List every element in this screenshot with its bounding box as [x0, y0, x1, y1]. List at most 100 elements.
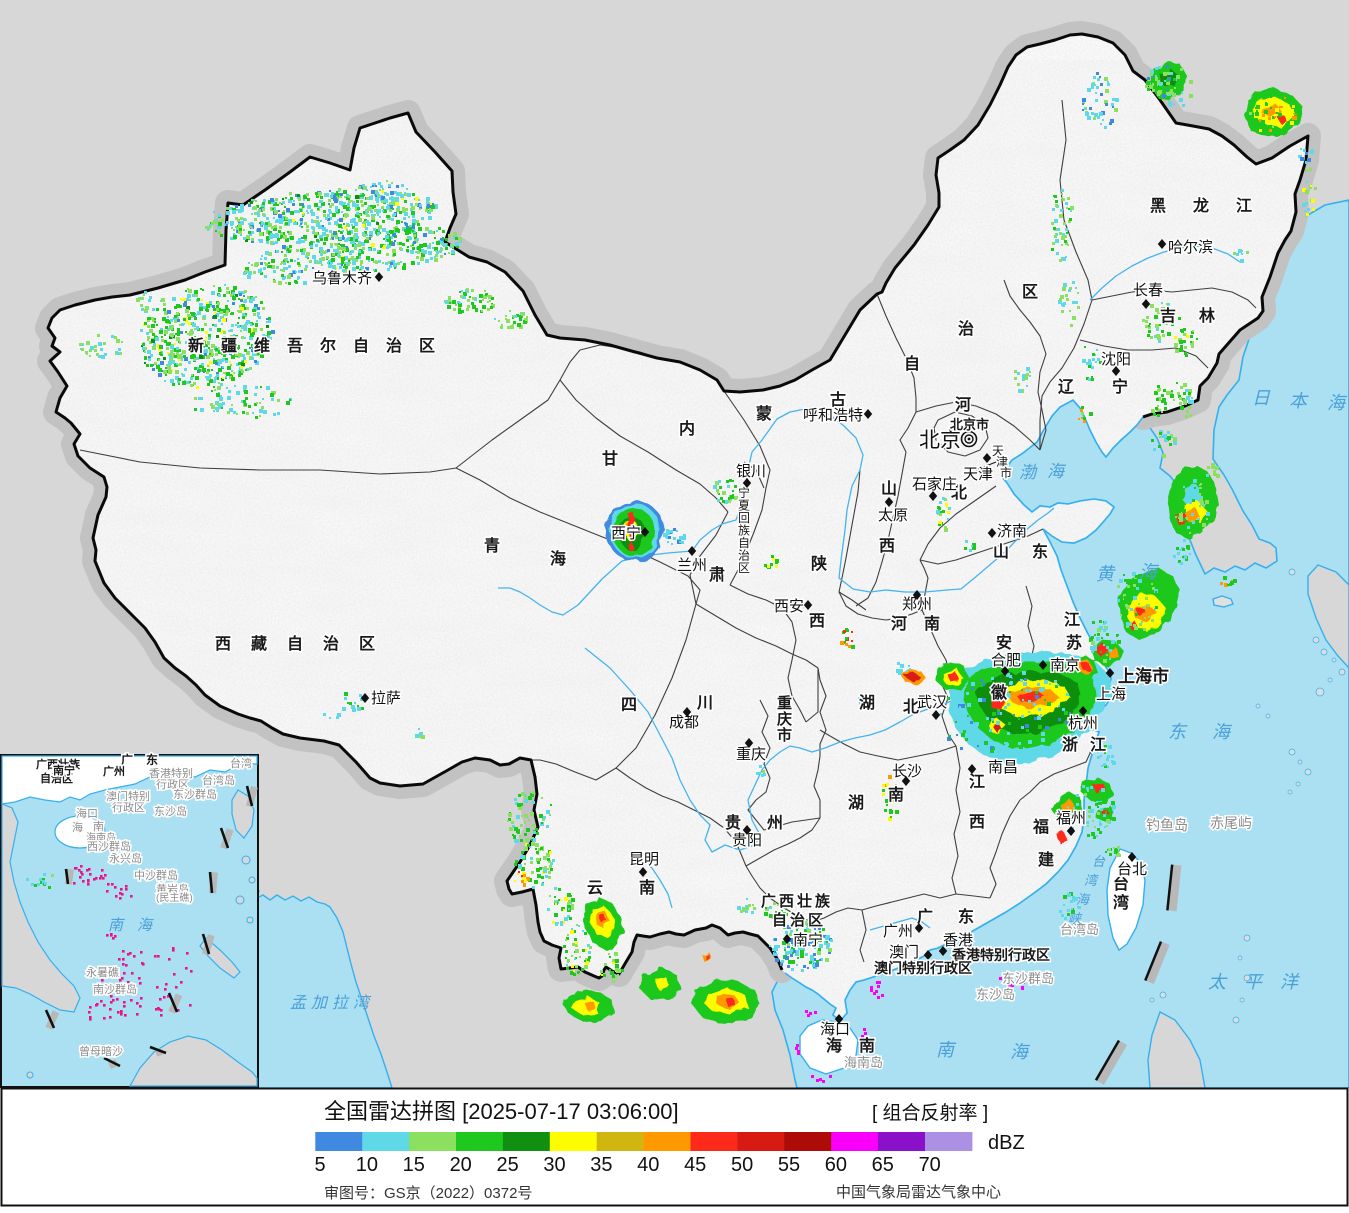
svg-text:海: 海: [1327, 393, 1348, 413]
svg-text:南京: 南京: [1050, 657, 1080, 674]
svg-text:广州: 广州: [103, 764, 125, 778]
svg-text:上海: 上海: [1096, 686, 1126, 703]
svg-text:东沙群岛: 东沙群岛: [173, 787, 217, 801]
svg-text:区: 区: [738, 561, 750, 575]
svg-text:贵阳: 贵阳: [732, 832, 762, 849]
svg-text:治: 治: [738, 549, 750, 563]
svg-text:广: 广: [121, 752, 133, 767]
svg-text:重庆: 重庆: [736, 746, 766, 763]
svg-text:甘: 甘: [602, 450, 618, 468]
svg-text:澳门特别: 澳门特别: [106, 789, 150, 803]
svg-text:南沙群岛: 南沙群岛: [93, 982, 137, 996]
svg-text:西: 西: [969, 813, 985, 831]
svg-text:钓鱼岛: 钓鱼岛: [1146, 817, 1188, 833]
svg-text:青: 青: [484, 536, 500, 555]
svg-text:乌鲁木齐: 乌鲁木齐: [312, 270, 372, 287]
svg-text:dBZ: dBZ: [988, 1132, 1025, 1154]
svg-text:15: 15: [403, 1154, 425, 1176]
svg-text:昆明: 昆明: [629, 851, 659, 868]
svg-text:南昌: 南昌: [988, 759, 1018, 776]
svg-text:30: 30: [543, 1154, 565, 1176]
svg-text:湾: 湾: [1084, 873, 1099, 888]
svg-text:天: 天: [992, 444, 1004, 458]
svg-text:孟加拉湾: 孟加拉湾: [290, 994, 374, 1012]
svg-text:福州: 福州: [1056, 810, 1086, 827]
svg-text:35: 35: [590, 1154, 612, 1176]
svg-text:蒙: 蒙: [756, 404, 772, 423]
svg-text:(民主礁): (民主礁): [156, 891, 193, 904]
svg-text:渤: 渤: [1019, 463, 1038, 482]
svg-text:北京市: 北京市: [950, 417, 989, 432]
svg-text:沈阳: 沈阳: [1101, 351, 1131, 368]
svg-text:兰州: 兰州: [677, 557, 707, 574]
svg-text:日: 日: [1252, 388, 1271, 408]
svg-text:族: 族: [738, 524, 750, 538]
svg-text:台湾岛: 台湾岛: [202, 773, 235, 787]
svg-text:东沙岛: 东沙岛: [154, 804, 187, 818]
svg-text:宁: 宁: [738, 485, 750, 500]
svg-text:海南岛: 海南岛: [86, 831, 116, 844]
svg-text:郑州: 郑州: [902, 596, 932, 613]
svg-text:平: 平: [1244, 972, 1264, 992]
svg-text:黄岩岛: 黄岩岛: [156, 882, 189, 896]
svg-text:重: 重: [777, 694, 792, 712]
svg-text:南宁: 南宁: [793, 932, 823, 949]
svg-text:洋: 洋: [1280, 972, 1300, 992]
svg-text:曾母暗沙: 曾母暗沙: [79, 1044, 123, 1058]
svg-text:海: 海: [1212, 722, 1233, 742]
svg-text:广东: 广东: [917, 907, 999, 926]
svg-text:香港: 香港: [943, 932, 973, 949]
svg-text:澳门: 澳门: [889, 944, 919, 961]
svg-text:治: 治: [958, 319, 974, 338]
svg-text:太原: 太原: [878, 507, 908, 524]
svg-text:西安: 西安: [774, 598, 804, 615]
svg-text:西宁: 西宁: [611, 525, 641, 542]
svg-text:回: 回: [738, 511, 750, 525]
svg-text:区: 区: [1022, 283, 1038, 301]
svg-text:香港特别行政区: 香港特别行政区: [951, 947, 1050, 963]
svg-text:徽: 徽: [990, 683, 1008, 702]
svg-text:东: 东: [1168, 722, 1188, 742]
svg-text:45: 45: [684, 1154, 706, 1176]
svg-text:70: 70: [919, 1154, 941, 1176]
svg-text:海: 海: [1047, 462, 1067, 481]
svg-text:峡: 峡: [1068, 911, 1083, 926]
svg-text:内: 内: [679, 419, 695, 438]
svg-text:行政区: 行政区: [156, 777, 189, 791]
svg-text:新疆维吾尔自治区: 新疆维吾尔自治区: [188, 336, 452, 355]
svg-text:江: 江: [969, 773, 985, 791]
svg-text:黄: 黄: [1096, 564, 1116, 584]
svg-text:山: 山: [881, 480, 897, 498]
svg-text:澳门特别行政区: 澳门特别行政区: [874, 960, 972, 976]
svg-text:石家庄: 石家庄: [912, 475, 957, 493]
svg-text:西沙群岛: 西沙群岛: [87, 839, 131, 853]
svg-text:肃: 肃: [709, 566, 725, 584]
svg-text:广西壮族: 广西壮族: [36, 757, 81, 771]
svg-text:台湾: 台湾: [230, 756, 252, 770]
svg-text:台: 台: [1092, 854, 1106, 869]
svg-text:河: 河: [955, 395, 971, 414]
svg-text:自: 自: [904, 354, 920, 373]
svg-text:台湾岛: 台湾岛: [1060, 922, 1099, 937]
svg-text:中沙群岛: 中沙群岛: [134, 868, 178, 882]
svg-text:长春: 长春: [1133, 282, 1163, 299]
svg-text:江: 江: [1064, 611, 1080, 629]
svg-text:苏: 苏: [1066, 633, 1082, 652]
svg-text:哈尔滨: 哈尔滨: [1168, 239, 1213, 256]
svg-text:西藏自治区: 西藏自治区: [215, 634, 395, 653]
svg-text:自治区: 自治区: [772, 911, 826, 929]
svg-text:湖: 湖: [859, 694, 875, 712]
svg-text:长沙: 长沙: [892, 763, 922, 780]
svg-text:南海: 南海: [108, 917, 166, 934]
svg-text:55: 55: [778, 1154, 800, 1176]
svg-text:台北: 台北: [1117, 861, 1147, 878]
svg-text:贵州: 贵州: [725, 813, 809, 832]
svg-text:南宁: 南宁: [53, 763, 75, 777]
svg-text:云: 云: [587, 880, 603, 897]
svg-text:广州: 广州: [883, 923, 913, 940]
svg-text:自: 自: [738, 536, 750, 550]
svg-text:全国雷达拼图 [2025-07-17 03:06:00]: 全国雷达拼图 [2025-07-17 03:06:00]: [324, 1099, 679, 1124]
svg-text:济南: 济南: [997, 523, 1027, 540]
svg-text:湾: 湾: [1113, 893, 1129, 912]
svg-text:海南岛: 海南岛: [844, 1055, 883, 1070]
